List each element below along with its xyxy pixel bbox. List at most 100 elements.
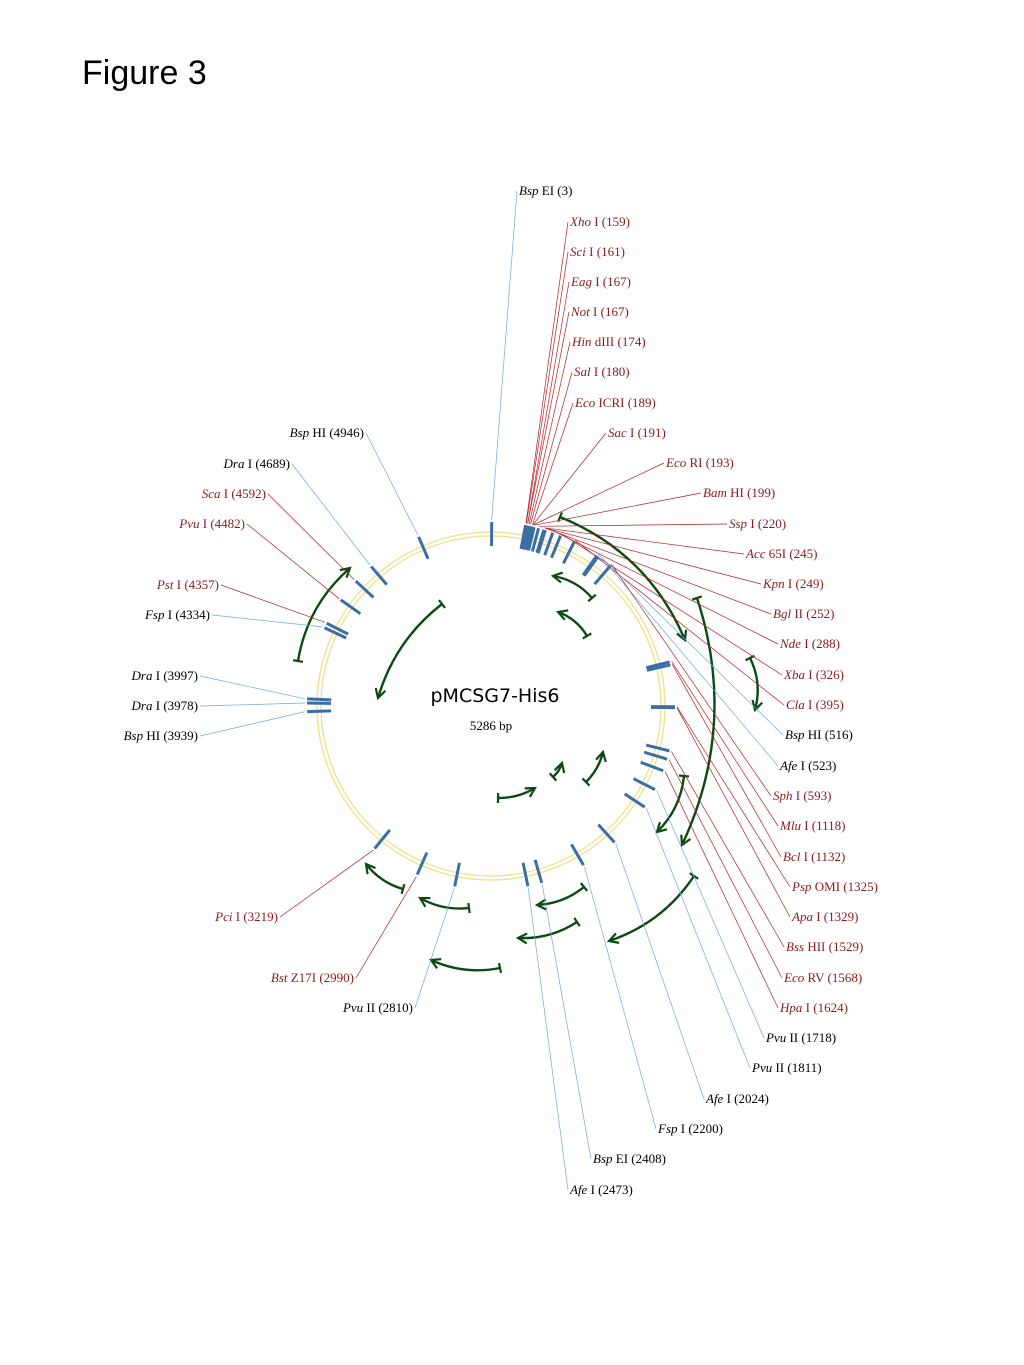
feature-arrow-tail	[582, 632, 592, 640]
site-label: Bcl I (1132)	[783, 849, 845, 864]
site-tick	[307, 697, 332, 702]
feature-arrow-tail	[587, 593, 597, 603]
site-position: (220)	[755, 516, 786, 531]
site-label: Hpa I (1624)	[779, 1000, 848, 1015]
site-enzyme: Nde	[779, 636, 801, 651]
site-suffix: dIII	[592, 334, 615, 349]
site-label: Bss HII (1529)	[786, 939, 863, 954]
feature-arrow-body	[748, 657, 759, 711]
site-tick	[536, 529, 547, 554]
site-label: Bsp EI (2408)	[593, 1151, 666, 1166]
site-label: Fsp I (4334)	[144, 607, 210, 622]
site-suffix: I	[802, 1000, 810, 1015]
site-leader-line	[491, 190, 518, 521]
feature-arrow-head	[524, 786, 537, 798]
site-label: Nde I (288)	[779, 636, 840, 651]
site-tick	[523, 525, 532, 550]
site-tick	[417, 536, 430, 560]
feature-arrow-body	[557, 610, 589, 637]
site-enzyme: Acc	[745, 546, 766, 561]
site-enzyme: Bss	[786, 939, 804, 954]
site-position: (1568)	[824, 970, 862, 985]
site-enzyme: Pvu	[765, 1030, 787, 1045]
site-tick	[643, 750, 668, 761]
site-position: (193)	[702, 455, 733, 470]
feature-arrow-tail	[497, 962, 503, 974]
site-position: (191)	[634, 425, 665, 440]
feature-arrow-body	[656, 775, 686, 833]
feature-arrow-body	[536, 886, 585, 907]
site-leader-line	[545, 527, 772, 615]
site-enzyme: Psp	[791, 879, 812, 894]
site-leader-lines	[199, 190, 791, 1191]
site-label: Psp OMI (1325)	[791, 879, 878, 894]
feature-arrow-body	[680, 597, 716, 846]
feature-arrow-tail	[691, 595, 703, 601]
site-leader-line	[532, 402, 574, 525]
feature-arrow-head	[374, 687, 387, 701]
site-enzyme: Dra	[223, 456, 245, 471]
site-position: (245)	[786, 546, 817, 561]
site-tick	[623, 792, 646, 809]
site-suffix: I	[152, 668, 160, 683]
site-position: (2024)	[731, 1091, 769, 1106]
site-position: (1718)	[798, 1030, 836, 1045]
site-position: (159)	[599, 214, 630, 229]
site-suffix: II	[791, 606, 803, 621]
site-leader-line	[545, 527, 762, 585]
feature-arrow-head	[676, 629, 688, 643]
feature-arrow-head	[555, 609, 569, 621]
site-label: Dra I (3997)	[131, 668, 198, 683]
site-label: Sph I (593)	[773, 788, 832, 803]
site-position: (395)	[812, 697, 843, 712]
site-label: Bsp EI (3)	[519, 183, 572, 198]
site-suffix: EI	[613, 1151, 629, 1166]
site-label: Pvu I (4482)	[178, 516, 245, 531]
site-position: (4689)	[252, 456, 290, 471]
site-suffix: HII	[804, 939, 825, 954]
site-label: Bst Z17I (2990)	[271, 970, 354, 985]
site-position: (2473)	[595, 1182, 633, 1197]
site-leader-line	[199, 702, 306, 707]
site-suffix: I	[785, 576, 793, 591]
site-suffix: I	[813, 909, 821, 924]
site-tick	[307, 709, 332, 714]
site-enzyme: Fsp	[657, 1121, 678, 1136]
site-enzyme: Bst	[271, 970, 288, 985]
site-label: Dra I (4689)	[223, 456, 290, 471]
site-leader-line	[365, 432, 419, 536]
site-position: (3978)	[160, 698, 198, 713]
feature-arrow-tail	[557, 511, 563, 523]
feature-arrow-tail	[581, 777, 591, 787]
site-position: (249)	[792, 576, 823, 591]
site-enzyme: Sph	[773, 788, 793, 803]
site-tick	[597, 823, 616, 844]
site-suffix: I	[793, 788, 801, 803]
site-leader-line	[544, 527, 745, 555]
site-label: Cla I (395)	[786, 697, 844, 712]
site-suffix: I	[805, 697, 813, 712]
feature-arrow-tail	[400, 883, 406, 895]
site-tick	[582, 555, 600, 577]
site-enzyme: Fsp	[144, 607, 165, 622]
site-suffix: ICRI	[595, 395, 624, 410]
site-enzyme: Bsp	[519, 183, 539, 198]
site-tick	[323, 626, 347, 640]
site-label: Xba I (326)	[783, 667, 844, 682]
site-enzyme: Bsp	[593, 1151, 613, 1166]
site-position: (1811)	[784, 1060, 821, 1075]
site-leader-line	[414, 888, 455, 1009]
site-label: Kpn I (249)	[762, 576, 824, 591]
site-position: (4357)	[181, 577, 219, 592]
site-enzyme: Mlu	[779, 818, 801, 833]
feature-arrow-body	[608, 875, 695, 943]
site-position: (1329)	[821, 909, 859, 924]
site-position: (1529)	[825, 939, 863, 954]
site-tick	[550, 535, 562, 559]
site-enzyme: Eco	[665, 455, 687, 470]
site-leader-line	[530, 371, 573, 525]
site-suffix: I	[592, 274, 600, 289]
site-label: Pst I (4357)	[156, 577, 219, 592]
site-enzyme: Bam	[703, 485, 727, 500]
site-tick	[645, 660, 671, 670]
